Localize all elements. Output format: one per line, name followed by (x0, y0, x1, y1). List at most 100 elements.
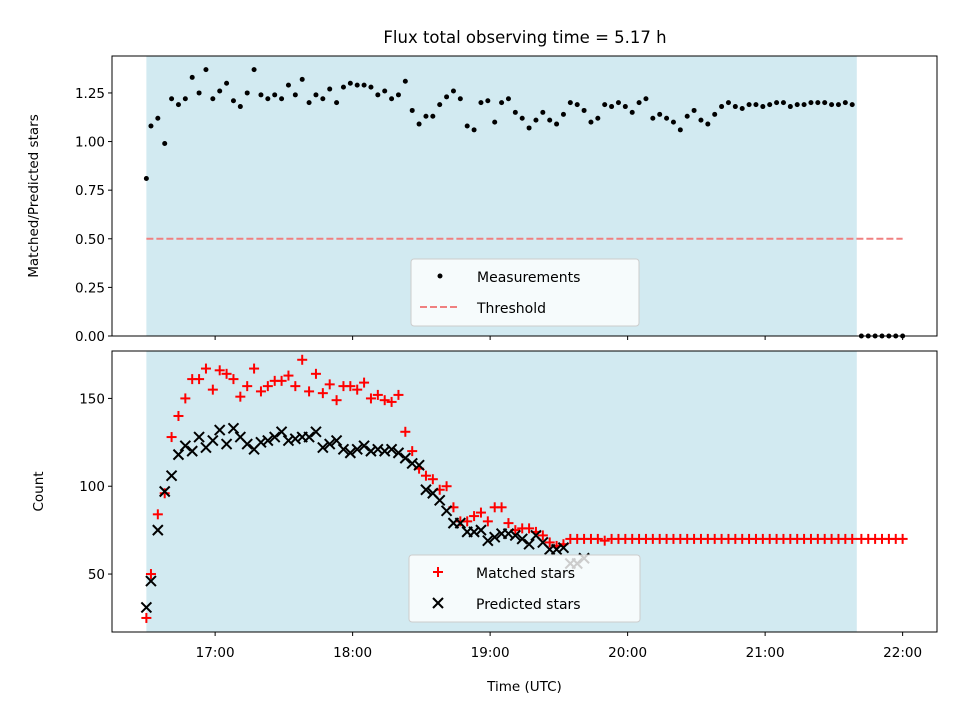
predicted-star-point (310, 426, 322, 438)
measurement-point (196, 90, 202, 96)
measurement-point (244, 90, 250, 96)
matched-star-point (297, 354, 308, 365)
measurement-point (327, 86, 333, 92)
predicted-star-point (392, 447, 405, 459)
measurement-point (437, 102, 443, 108)
measurement-point (691, 107, 697, 113)
measurement-point (265, 96, 271, 102)
matched-star-point (235, 391, 246, 402)
legend-matched-marker (433, 567, 443, 577)
predicted-star-point (434, 494, 446, 506)
bottom-axes-frame (111, 350, 938, 633)
predicted-star-point (489, 531, 501, 543)
measurement-point (162, 141, 168, 146)
matched-star-point (503, 518, 514, 529)
predicted-star-point (159, 485, 171, 498)
measurement-point (217, 88, 223, 94)
predicted-star-point (140, 601, 153, 614)
top-y-tick-label: 0.50 (75, 232, 105, 248)
predicted-star-point (207, 434, 219, 447)
measurement-point (512, 109, 518, 115)
measurement-point (395, 92, 401, 98)
predicted-star-point (262, 434, 274, 447)
measurement-point (753, 102, 759, 108)
measurement-point (444, 94, 450, 100)
measurement-point (182, 96, 188, 102)
measurement-point (677, 127, 683, 133)
measurement-point (423, 113, 429, 119)
predicted-star-point (351, 443, 363, 456)
measurement-point (829, 102, 835, 108)
matched-star-point (544, 537, 555, 548)
matched-star-point (194, 374, 205, 385)
predicted-star-point (440, 505, 453, 517)
measurement-point (175, 102, 181, 108)
predicted-star-point (454, 517, 467, 529)
measurement-point (347, 80, 353, 86)
measurement-point (340, 84, 346, 90)
matched-star-point (200, 363, 211, 374)
predicted-star-point (165, 469, 178, 482)
measurement-point (189, 74, 195, 80)
matched-star-point (372, 389, 383, 400)
predicted-star-point (269, 431, 281, 443)
measurement-point (622, 104, 628, 110)
predicted-star-point (227, 422, 240, 434)
legend-matched-label: Matched stars (476, 566, 575, 582)
top-y-tick-label: 0.25 (75, 280, 105, 296)
bottom-legend-box (408, 554, 641, 623)
predicted-star-point (186, 445, 198, 457)
predicted-star-point (241, 438, 253, 450)
measurement-point (409, 107, 415, 113)
matched-star-point (359, 377, 370, 388)
legend-measurements-marker (437, 273, 443, 279)
matched-star-point (317, 388, 328, 399)
measurement-point (148, 123, 154, 129)
predicted-star-point (385, 443, 398, 456)
measurement-point (478, 100, 484, 106)
predicted-star-point (406, 457, 418, 470)
measurement-point (334, 100, 340, 106)
measurement-point (588, 119, 594, 125)
measurement-point (155, 115, 161, 121)
bottom-legend: Matched stars Predicted stars (408, 554, 641, 623)
matched-star-point (365, 393, 376, 404)
predicted-star-point (420, 484, 432, 496)
measurement-point (237, 104, 243, 110)
matched-star-point (214, 365, 225, 376)
measurement-point (767, 102, 773, 108)
matched-star-point (276, 375, 287, 386)
legend-measurements-label: Measurements (477, 270, 580, 286)
bottom-marks (140, 354, 908, 623)
measurement-point (402, 78, 408, 84)
top-marks (143, 67, 906, 339)
predicted-star-point (372, 443, 384, 456)
legend-threshold-label: Threshold (476, 301, 546, 317)
measurement-point (609, 104, 615, 110)
measurement-point (450, 88, 456, 94)
predicted-star-point (557, 541, 570, 554)
measurement-point (526, 125, 532, 131)
predicted-star-point (509, 529, 522, 542)
measurement-point (595, 115, 601, 121)
measurement-point (361, 82, 367, 88)
measurement-point (505, 96, 511, 102)
matched-star-point (221, 368, 232, 379)
measurement-point (203, 67, 209, 73)
predicted-star-point (172, 448, 185, 461)
predicted-star-point (275, 426, 288, 438)
measurement-point (787, 104, 793, 110)
measurement-point (732, 104, 738, 110)
measurement-point (230, 98, 236, 104)
measurement-point (801, 102, 807, 108)
matched-star-point (310, 368, 321, 379)
matched-star-point (207, 384, 218, 395)
top-legend: Measurements Threshold (410, 258, 640, 327)
measurement-point (464, 123, 470, 129)
measurement-point (581, 107, 587, 113)
predicted-star-point (220, 438, 233, 450)
matched-star-point (592, 533, 603, 544)
top-y-tick-label: 1.25 (75, 86, 105, 102)
predicted-star-point (358, 440, 370, 452)
top-y-tick-label: 0.75 (75, 183, 105, 199)
